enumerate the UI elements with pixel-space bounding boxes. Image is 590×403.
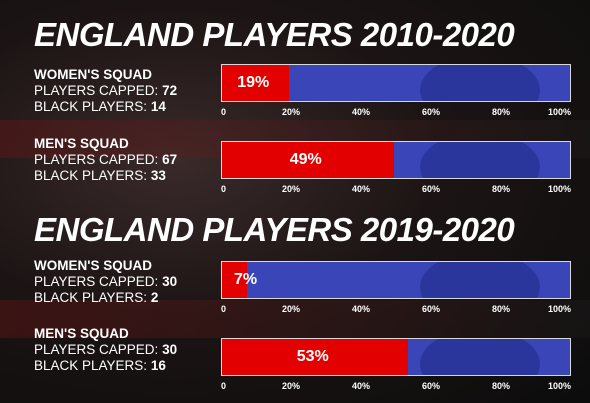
bar-fill	[222, 339, 408, 375]
capped-label: PLAYERS CAPPED:	[34, 83, 159, 98]
capped-value: 30	[162, 342, 178, 357]
axis-tick-label: 100%	[547, 107, 571, 117]
axis-tick-label: 40%	[351, 381, 371, 391]
axis-men-2010: 0 20% 40% 60% 80% 100%	[221, 184, 571, 198]
capped-label: PLAYERS CAPPED:	[34, 274, 159, 289]
axis-women-2019: 0 20% 40% 60% 80% 100%	[221, 304, 571, 318]
capped-value: 30	[162, 274, 178, 289]
axis-tick-label: 100%	[547, 304, 571, 314]
black-label: BLACK PLAYERS:	[34, 99, 148, 114]
bar-men-2019: 53%	[221, 338, 571, 376]
axis-tick-label: 40%	[351, 304, 371, 314]
black-label: BLACK PLAYERS:	[34, 168, 148, 183]
black-value: 2	[150, 290, 159, 305]
bar-men-2010: 49%	[221, 141, 571, 179]
axis-tick-label: 80%	[491, 304, 511, 314]
black-label: BLACK PLAYERS:	[34, 290, 148, 305]
capped-value: 67	[162, 152, 178, 167]
axis-tick-label: 20%	[281, 381, 301, 391]
squad-info-men-2019: MEN'S SQUAD PLAYERS CAPPED: 30 BLACK PLA…	[34, 326, 177, 374]
squad-title: WOMEN'S SQUAD	[34, 67, 152, 82]
axis-tick-label: 20%	[281, 304, 301, 314]
axis-tick-label: 40%	[351, 184, 371, 194]
capped-value: 72	[162, 83, 178, 98]
bar-women-2010: 19%	[221, 64, 571, 102]
axis-tick-label: 80%	[491, 184, 511, 194]
squad-title: MEN'S SQUAD	[34, 326, 129, 341]
axis-tick-label: 0	[221, 184, 227, 194]
heading-2019-2020: ENGLAND PLAYERS 2019-2020	[34, 211, 515, 248]
bar-value-label: 19%	[237, 74, 270, 91]
squad-title: MEN'S SQUAD	[34, 136, 129, 151]
axis-women-2010: 0 20% 40% 60% 80% 100%	[221, 107, 571, 121]
axis-tick-label: 0	[221, 304, 227, 314]
black-value: 33	[150, 168, 166, 183]
bar-value-label: 7%	[234, 271, 258, 288]
crest-decoration	[420, 142, 540, 178]
background-stripe	[0, 300, 590, 338]
squad-title: WOMEN'S SQUAD	[34, 258, 152, 273]
axis-tick-label: 60%	[421, 184, 441, 194]
bar-value-label: 53%	[296, 348, 329, 365]
crest-decoration	[420, 262, 540, 298]
crest-decoration	[420, 339, 540, 375]
squad-info-women-2010: WOMEN'S SQUAD PLAYERS CAPPED: 72 BLACK P…	[34, 67, 177, 115]
capped-label: PLAYERS CAPPED:	[34, 152, 159, 167]
bar-fill	[222, 65, 289, 101]
squad-info-women-2019: WOMEN'S SQUAD PLAYERS CAPPED: 30 BLACK P…	[34, 258, 177, 306]
bar-fill	[222, 262, 247, 298]
axis-tick-label: 60%	[421, 381, 441, 391]
axis-tick-label: 80%	[491, 381, 511, 391]
axis-tick-label: 80%	[491, 107, 511, 117]
axis-tick-label: 60%	[421, 107, 441, 117]
axis-tick-label: 100%	[547, 381, 571, 391]
axis-tick-label: 60%	[421, 304, 441, 314]
black-label: BLACK PLAYERS:	[34, 358, 148, 373]
axis-tick-label: 20%	[281, 184, 301, 194]
axis-tick-label: 20%	[281, 107, 301, 117]
crest-decoration	[420, 65, 540, 101]
heading-2010-2020: ENGLAND PLAYERS 2010-2020	[34, 16, 515, 53]
axis-men-2019: 0 20% 40% 60% 80% 100%	[221, 381, 571, 395]
capped-label: PLAYERS CAPPED:	[34, 342, 159, 357]
black-value: 16	[150, 358, 166, 373]
squad-info-men-2010: MEN'S SQUAD PLAYERS CAPPED: 67 BLACK PLA…	[34, 136, 177, 184]
axis-tick-label: 100%	[547, 184, 571, 194]
bar-fill	[222, 142, 394, 178]
axis-tick-label: 40%	[351, 107, 371, 117]
axis-tick-label: 0	[221, 381, 227, 391]
axis-tick-label: 0	[221, 107, 227, 117]
bar-women-2019: 7%	[221, 261, 571, 299]
bar-value-label: 49%	[289, 151, 322, 168]
black-value: 14	[150, 99, 166, 114]
